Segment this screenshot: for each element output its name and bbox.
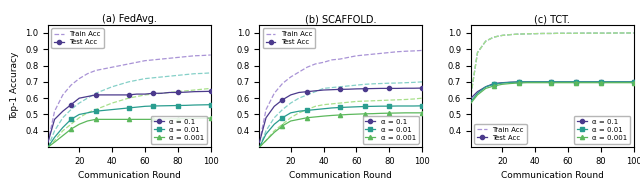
Legend: α = 0.1, α = 0.01, α = 0.001: α = 0.1, α = 0.01, α = 0.001 — [574, 116, 630, 144]
X-axis label: Communication Round: Communication Round — [78, 171, 180, 180]
Title: (c) TCT.: (c) TCT. — [534, 14, 570, 24]
X-axis label: Communication Round: Communication Round — [289, 171, 392, 180]
Legend: α = 0.1, α = 0.01, α = 0.001: α = 0.1, α = 0.01, α = 0.001 — [363, 116, 419, 144]
X-axis label: Communication Round: Communication Round — [501, 171, 604, 180]
Title: (a) FedAvg.: (a) FedAvg. — [102, 14, 157, 24]
Legend: α = 0.1, α = 0.01, α = 0.001: α = 0.1, α = 0.01, α = 0.001 — [151, 116, 207, 144]
Y-axis label: Top-1 Accuracy: Top-1 Accuracy — [10, 52, 19, 120]
Title: (b) SCAFFOLD.: (b) SCAFFOLD. — [305, 14, 376, 24]
